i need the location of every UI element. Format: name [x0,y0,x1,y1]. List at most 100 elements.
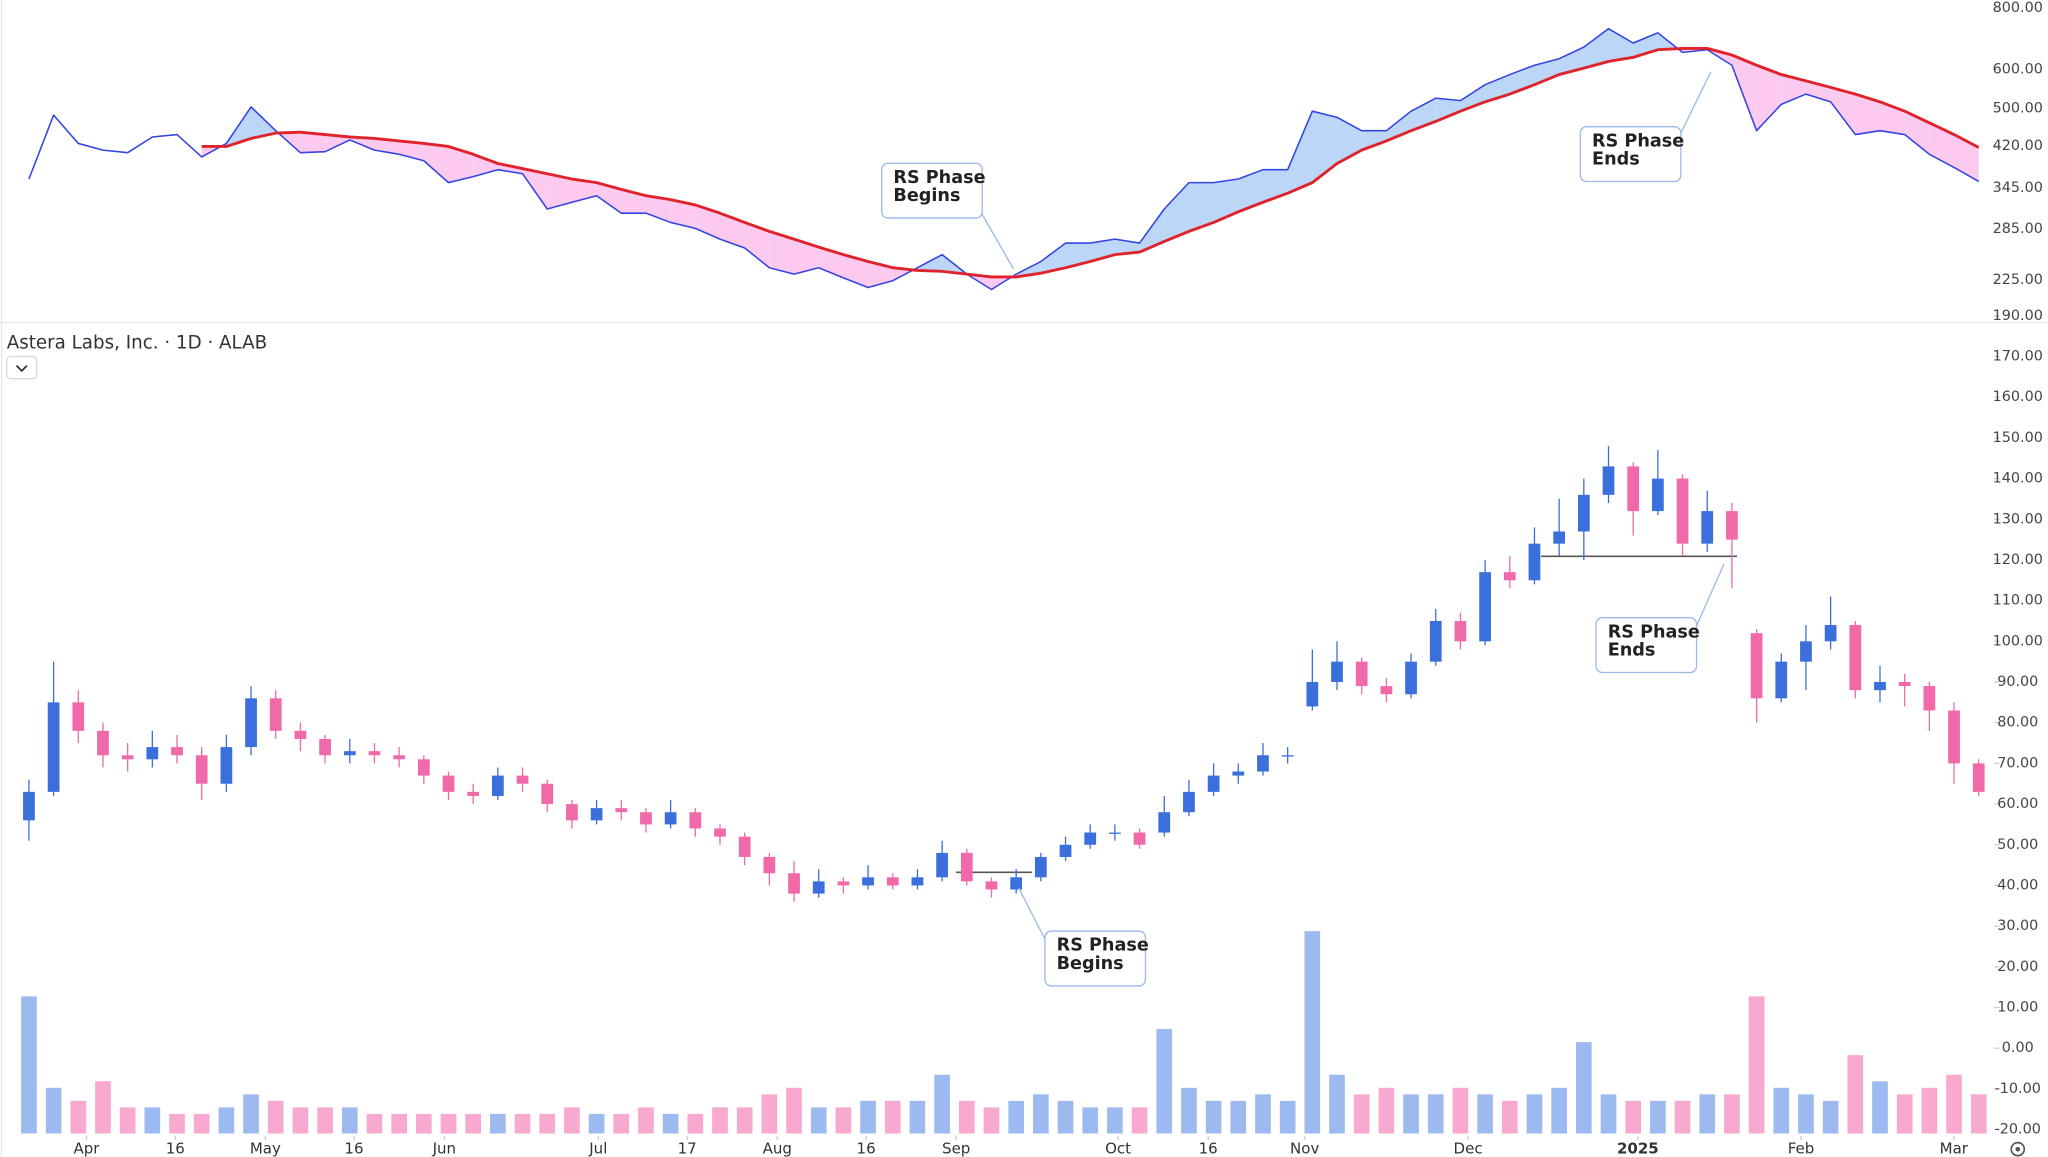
rs-fill-segment [917,254,943,272]
rs-fill-segment [448,146,474,183]
candle-body [1183,791,1195,813]
rs-fill-segment [1731,55,1757,131]
volume-bar [613,1113,630,1134]
rs-fill-segment [1040,243,1066,274]
rs-fill-segment [868,261,893,288]
collapse-button[interactable] [6,355,38,380]
rs-fill-segment [596,182,622,214]
rs-fill-segment [1855,94,1880,135]
volume-bar [1650,1100,1666,1134]
volume-bar [662,1113,679,1134]
rs-fill-segment [571,179,597,203]
volume-bar [564,1107,580,1134]
gear[interactable] [2010,1141,2026,1157]
volume-bar [1230,1100,1247,1134]
candle-body [1577,494,1590,532]
annotation-connector [1692,563,1725,635]
x-tick-label: 17 [678,1140,697,1157]
volume-bar [712,1107,728,1134]
chevron-icon[interactable] [15,364,28,373]
y-tick-label: 40.00 [1997,877,2038,893]
volume-bar [267,1100,284,1134]
candle-body [1380,686,1393,695]
annotation-box [1595,617,1698,674]
rs-fill-segment [1114,239,1140,255]
candle-body [1503,572,1516,581]
candle-body [1454,620,1467,642]
y-tick-label: 285.00 [1993,221,2043,237]
volume-bar [1773,1087,1790,1134]
x-tick-label: 16 [166,1140,185,1157]
candle-body [1158,812,1171,833]
candle-body [936,852,948,878]
candle-body [1479,572,1491,642]
volume-bar [1724,1094,1740,1134]
volume-bar [1625,1100,1642,1134]
candle-body [1084,832,1097,845]
candle-body [1405,661,1417,695]
candle-body [1281,755,1294,757]
rs-moving-average [201,46,1980,279]
candle-body [1824,625,1837,642]
candle-body [689,812,702,829]
candle-body [220,747,233,784]
candle-body [1034,856,1047,878]
volume-bar [1008,1100,1024,1134]
y-tick-label: -10.00 [1995,1081,2041,1097]
volume-bar [1946,1074,1962,1134]
y-tick-label: 70.00 [1997,755,2038,771]
rs-fill-segment [794,239,819,275]
volume-bar [1205,1100,1222,1134]
volume-bar [391,1113,407,1134]
candle-body [1726,511,1738,540]
rs-fill-segment [1954,134,1979,182]
y-tick-label: 150.00 [1993,430,2043,446]
candle-body [1602,466,1615,495]
volume-bar [1921,1087,1938,1134]
annotation-box [1044,930,1147,987]
rs-fill-segment [1213,179,1239,223]
y-tick-label: 0.00 [2002,1040,2034,1056]
rs-fill-segment [719,213,745,248]
y-tick-label: -20.00 [1995,1122,2041,1138]
gear-center[interactable] [2015,1146,2021,1152]
volume-bar [1057,1100,1074,1134]
rs-fill-segment [1608,28,1634,62]
volume-bar [1304,931,1321,1134]
candle-body [1553,531,1566,544]
candle-body [1257,755,1269,772]
volume-bar [1452,1087,1469,1134]
volume-bar [958,1100,975,1134]
chart-title: Astera Labs, Inc. · 1D · ALAB [7,332,267,353]
volume-bar [243,1094,259,1134]
volume-bar [1082,1107,1099,1134]
x-tick-label: 16 [1199,1140,1218,1157]
candle-body [590,808,603,821]
y-tick-label: 20.00 [1997,959,2038,975]
rs-fill-segment [769,231,795,275]
annotation-box [1579,126,1682,183]
volume-bar [1279,1100,1296,1134]
settings-icon[interactable] [2010,1141,2026,1157]
y-tick-label: 160.00 [1993,389,2043,405]
volume-bar [1477,1094,1493,1134]
volume-bar [909,1100,926,1134]
button-frame[interactable] [6,355,38,380]
volume-bar [983,1107,1000,1134]
y-tick-label: 60.00 [1997,796,2038,812]
annotation-text: Begins [893,186,960,206]
candle-body [368,751,381,756]
y-tick-label: 50.00 [1997,837,2038,853]
volume-bar [884,1100,901,1134]
volume-bar [1131,1107,1148,1134]
x-tick-label: Feb [1788,1140,1815,1157]
volume-bar [465,1113,482,1134]
volume-bar [1526,1094,1543,1134]
rs-fill-segment [1386,111,1412,141]
rs-fill-segment [374,138,400,155]
candle-body [72,702,85,731]
x-tick-label: Sep [942,1140,970,1157]
